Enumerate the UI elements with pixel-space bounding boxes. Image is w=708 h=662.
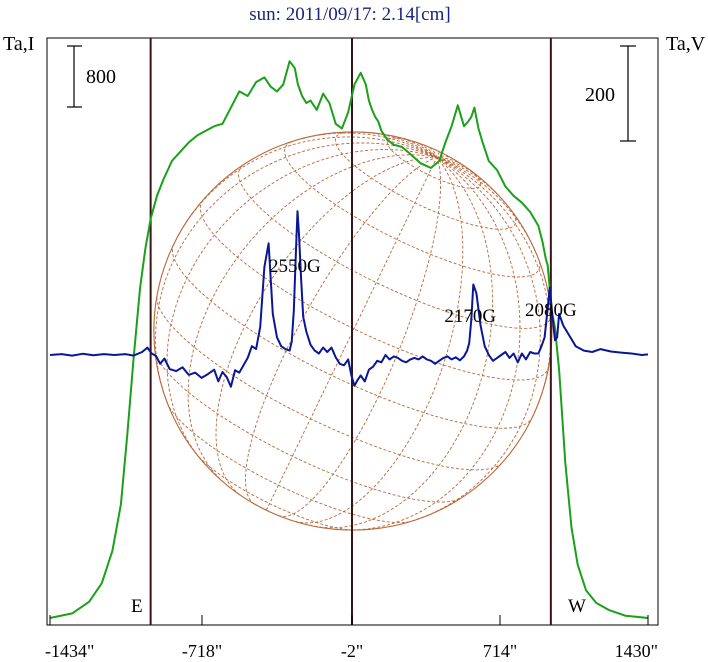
- longitude-line: [436, 155, 450, 158]
- longitude-line: [187, 154, 437, 483]
- longitude-line: [245, 156, 437, 505]
- x-tick-label: -2": [341, 641, 363, 661]
- longitude-line: [352, 156, 521, 531]
- longitude-line: [436, 156, 463, 165]
- right-scale-bar-value: 200: [585, 84, 615, 106]
- longitude-line: [436, 156, 536, 251]
- latitude-line: [199, 200, 550, 381]
- intensity-series-line: [49, 60, 649, 619]
- longitude-line: [411, 156, 541, 522]
- vertical-markers: [149, 38, 552, 625]
- x-axis-ticks: -1434" -718" -2" 714" 1430": [45, 615, 658, 661]
- peak-annotation: 2170G: [444, 306, 496, 327]
- east-limb-label: E: [131, 596, 143, 617]
- latitude-line: [238, 165, 552, 329]
- x-tick-label: -1434": [45, 641, 94, 661]
- longitude-line: [415, 141, 438, 158]
- longitude-line: [429, 147, 438, 158]
- latitude-line: [154, 349, 462, 503]
- series-lines: [49, 60, 649, 619]
- chart-title: sun: 2011/09/17: 2.14[cm]: [249, 4, 450, 25]
- longitude-line: [215, 156, 437, 496]
- longitude-line: [166, 149, 437, 456]
- left-axis-label: Ta,I: [3, 33, 34, 55]
- longitude-line: [436, 156, 552, 418]
- right-scale-bar: [620, 45, 636, 142]
- right-axis-label: Ta,V: [666, 33, 706, 55]
- left-scale-bar-value: 800: [86, 66, 116, 88]
- longitude-line: [362, 131, 438, 158]
- latitude-line: [254, 503, 279, 517]
- x-tick-label: 1430": [615, 641, 658, 661]
- longitude-line: [398, 136, 438, 158]
- longitude-line: [265, 157, 438, 511]
- peak-annotation: 2550G: [269, 256, 321, 277]
- west-limb-label: W: [568, 596, 586, 617]
- longitude-line: [314, 156, 493, 529]
- longitude-line: [295, 157, 464, 524]
- longitude-line: [155, 142, 437, 403]
- left-scale-bar: [67, 45, 82, 108]
- peak-annotation: 2080G: [525, 300, 577, 321]
- annotations: 2550G 2170G 2080G: [269, 256, 577, 327]
- x-tick-label: -718": [182, 641, 222, 661]
- longitude-line: [278, 157, 442, 517]
- longitude-line: [173, 136, 437, 245]
- polarization-series-line: [49, 210, 649, 388]
- latitude-line: [284, 141, 541, 278]
- longitude-line: [303, 132, 438, 158]
- longitude-line: [436, 156, 477, 176]
- longitude-line: [436, 151, 440, 158]
- x-tick-label: 714": [483, 641, 517, 661]
- longitude-line: [436, 156, 504, 201]
